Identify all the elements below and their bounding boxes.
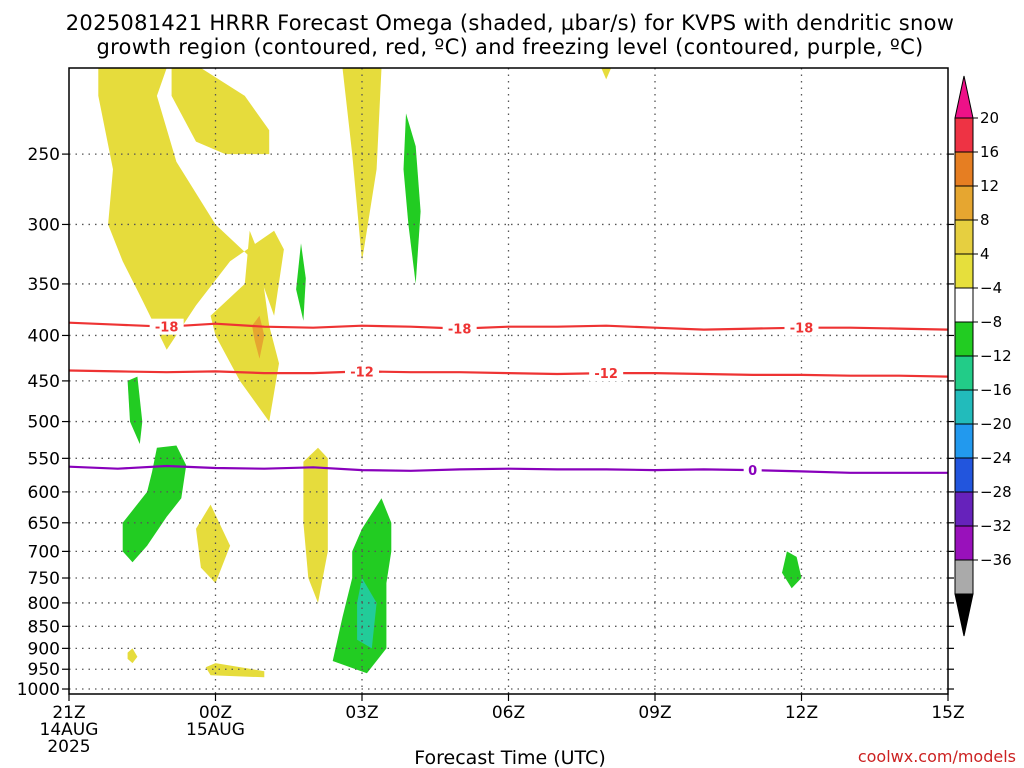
negative-omega-region-2 bbox=[296, 243, 306, 321]
colorbar-segment-11 bbox=[954, 491, 974, 527]
colorbar-segment-10 bbox=[954, 457, 974, 493]
grid-lines bbox=[69, 68, 948, 694]
colorbar-label-13: −36 bbox=[980, 551, 1012, 569]
colorbar-label-10: −24 bbox=[980, 449, 1012, 467]
y-tick-label-650: 650 bbox=[28, 514, 60, 534]
x-tick-label-15-0: 12Z bbox=[785, 703, 818, 723]
positive-omega-region-7 bbox=[196, 504, 231, 584]
colorbar-segment-13 bbox=[954, 559, 974, 595]
colorbar-label-3: 8 bbox=[980, 211, 990, 229]
colorbar-label-8: −16 bbox=[980, 381, 1012, 399]
y-tick-label-500: 500 bbox=[28, 413, 60, 433]
positive-omega-region-0 bbox=[98, 68, 284, 350]
contour-label-bg-1-1 bbox=[589, 365, 624, 382]
colorbar-label-0: 20 bbox=[980, 109, 999, 127]
contour-label-bg-2-0 bbox=[743, 462, 762, 479]
colorbar-segment-1 bbox=[954, 151, 974, 187]
y-tick-label-550: 550 bbox=[28, 449, 60, 469]
colorbar-segment-3 bbox=[954, 219, 974, 255]
x-tick-label-0-2: 2025 bbox=[47, 737, 90, 757]
x-tick-label-3-0: 00Z bbox=[199, 703, 232, 723]
y-tick-label-300: 300 bbox=[28, 215, 60, 235]
contour-label-1-0: -12 bbox=[350, 365, 374, 380]
y-tick-label-350: 350 bbox=[28, 275, 60, 295]
colorbar-label-12: −32 bbox=[980, 517, 1012, 535]
x-tick-label-18-0: 15Z bbox=[931, 703, 964, 723]
colorbar-segment-6 bbox=[954, 321, 974, 357]
y-tick-label-400: 400 bbox=[28, 326, 60, 346]
x-tick-label-0-1: 14AUG bbox=[40, 720, 99, 740]
colorbar-label-9: −20 bbox=[980, 415, 1012, 433]
contour-label-1-1: -12 bbox=[594, 367, 618, 382]
y-axis: 2503003504004505005506006507007508008509… bbox=[17, 145, 954, 700]
y-tick-label-600: 600 bbox=[28, 483, 60, 503]
negative-omega-region-6 bbox=[782, 551, 802, 589]
colorbar-label-2: 12 bbox=[980, 177, 999, 195]
chart-title-line-1: 2025081421 HRRR Forecast Omega (shaded, … bbox=[66, 11, 954, 35]
omega-shading bbox=[98, 68, 802, 678]
colorbar-label-7: −12 bbox=[980, 347, 1012, 365]
contour-line-2 bbox=[69, 464, 948, 474]
y-tick-label-950: 950 bbox=[28, 660, 60, 680]
positive-omega-region-8 bbox=[127, 648, 138, 664]
colorbar-label-11: −28 bbox=[980, 483, 1012, 501]
colorbar-segment-2 bbox=[954, 185, 974, 221]
colorbar-segment-12 bbox=[954, 525, 974, 561]
x-tick-label-9-0: 06Z bbox=[492, 703, 525, 723]
chart-title-line-2: growth region (contoured, red, ºC) and f… bbox=[96, 35, 923, 59]
colorbar-label-4: 4 bbox=[980, 245, 990, 263]
colorbar-top-arrow bbox=[954, 75, 974, 119]
colorbar-segment-8 bbox=[954, 389, 974, 425]
colorbar: 20 16 12 8 4 −4 −8 −12 −16 −20 −24 −28 −32 −36 bbox=[954, 75, 1012, 637]
positive-omega-region-1 bbox=[171, 68, 270, 155]
x-tick-label-3-1: 15AUG bbox=[186, 720, 245, 740]
positive-omega-region-5 bbox=[601, 68, 612, 80]
colorbar-segment-4 bbox=[954, 253, 974, 289]
x-axis-label: Forecast Time (UTC) bbox=[414, 747, 605, 768]
contour-label-0-2: -18 bbox=[790, 322, 814, 337]
contour-label-bg-0-2 bbox=[784, 319, 819, 336]
y-tick-label-450: 450 bbox=[28, 372, 60, 392]
x-tick-label-12-0: 09Z bbox=[638, 703, 671, 723]
contour-label-2-0: 0 bbox=[748, 464, 757, 479]
negative-omega-region-3 bbox=[403, 113, 421, 284]
y-tick-label-700: 700 bbox=[28, 542, 60, 562]
positive-omega-region-9 bbox=[205, 663, 265, 678]
colorbar-segment-0 bbox=[954, 117, 974, 153]
y-tick-label-250: 250 bbox=[28, 145, 60, 165]
y-tick-label-800: 800 bbox=[28, 594, 60, 614]
credit-text: coolwx.com/models bbox=[858, 747, 1016, 766]
y-tick-label-850: 850 bbox=[28, 617, 60, 637]
x-tick-label-6-0: 03Z bbox=[345, 703, 378, 723]
y-tick-label-750: 750 bbox=[28, 569, 60, 589]
negative-omega-region-0 bbox=[127, 376, 143, 444]
colorbar-segment-7 bbox=[954, 355, 974, 391]
positive-omega-region-4 bbox=[342, 68, 382, 262]
colorbar-bottom-arrow bbox=[954, 593, 974, 637]
colorbar-segment-5 bbox=[954, 287, 974, 323]
contours: -18 -18 -18 -12 -12 0 bbox=[69, 318, 948, 479]
colorbar-label-5: −4 bbox=[980, 279, 1002, 297]
colorbar-label-6: −8 bbox=[980, 313, 1002, 331]
contour-label-bg-0-1 bbox=[442, 320, 477, 337]
contour-label-bg-0-0 bbox=[149, 318, 184, 335]
plot-area: -18 -18 -18 -12 -12 0 250 300 350 400 450 500 550 600… bbox=[17, 67, 965, 757]
negative-omega-region-1 bbox=[122, 445, 187, 563]
contour-label-0-1: -18 bbox=[448, 323, 472, 338]
y-tick-label-900: 900 bbox=[28, 639, 60, 659]
contour-label-bg-1-0 bbox=[345, 363, 379, 380]
contour-label-0-0: -18 bbox=[155, 321, 179, 336]
colorbar-segment-9 bbox=[954, 423, 974, 459]
y-tick-label-1000: 1000 bbox=[17, 680, 60, 700]
x-tick-label-0-0: 21Z bbox=[52, 703, 85, 723]
positive-omega-region-6 bbox=[303, 447, 328, 603]
contour-line-1 bbox=[69, 369, 948, 378]
colorbar-label-1: 16 bbox=[980, 143, 999, 161]
